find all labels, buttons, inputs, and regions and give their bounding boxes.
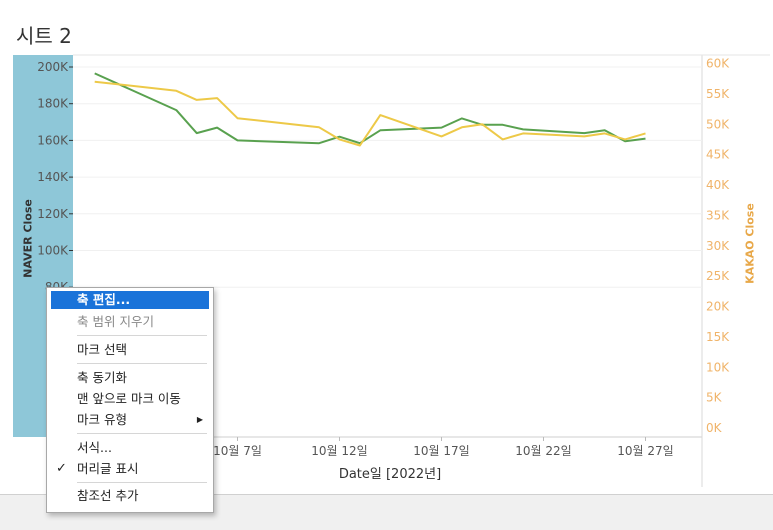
menu-separator xyxy=(77,335,207,336)
menu-item-select-marks[interactable]: 마크 선택 xyxy=(51,341,209,359)
menu-separator xyxy=(77,482,207,483)
y-left-tick-label: 180K xyxy=(37,97,69,111)
y-right-tick-label: 25K xyxy=(706,269,730,283)
menu-item-label: 마크 선택 xyxy=(77,342,127,357)
y-right-tick-label: 50K xyxy=(706,117,730,131)
context-menu: 축 편집... 축 범위 지우기 마크 선택 축 동기화 맨 앞으로 마크 이동… xyxy=(46,287,214,513)
menu-item-move-marks-to-front[interactable]: 맨 앞으로 마크 이동 xyxy=(51,390,209,408)
menu-item-edit-axis[interactable]: 축 편집... xyxy=(51,291,209,309)
y-right-tick-label: 45K xyxy=(706,148,730,162)
series-line-naver xyxy=(94,72,646,145)
checkmark-icon: ✓ xyxy=(56,461,67,476)
menu-item-label: 머리글 표시 xyxy=(77,461,139,476)
sheet-title: 시트 2 xyxy=(16,24,72,48)
menu-separator xyxy=(77,363,207,364)
y-right-tick-label: 30K xyxy=(706,239,730,253)
y-right-tick-label: 10K xyxy=(706,360,730,374)
x-tick-label: 10월 12일 xyxy=(311,444,367,458)
y-right-tick-label: 40K xyxy=(706,178,730,192)
x-tick-label: 10월 17일 xyxy=(413,444,469,458)
y-right-tick-label: 15K xyxy=(706,330,730,344)
menu-item-mark-type[interactable]: 마크 유형 ▶ xyxy=(51,411,209,429)
menu-item-show-header[interactable]: ✓ 머리글 표시 xyxy=(51,460,209,478)
menu-item-label: 축 동기화 xyxy=(77,370,127,385)
menu-item-label: 서식... xyxy=(77,440,112,455)
submenu-arrow-icon: ▶ xyxy=(196,415,203,424)
menu-item-add-reference-line[interactable]: 참조선 추가 xyxy=(51,487,209,505)
y-right-tick-label: 35K xyxy=(706,208,730,222)
menu-separator xyxy=(77,433,207,434)
y-left-tick-label: 120K xyxy=(37,207,69,221)
menu-item-label: 축 편집... xyxy=(77,292,131,307)
y-right-tick-label: 20K xyxy=(706,300,730,314)
y-right-tick-label: 55K xyxy=(706,87,730,101)
menu-item-clear-axis-range[interactable]: 축 범위 지우기 xyxy=(51,313,209,331)
y-right-tick-label: 0K xyxy=(706,421,723,435)
menu-item-synchronize-axis[interactable]: 축 동기화 xyxy=(51,369,209,387)
menu-item-format[interactable]: 서식... xyxy=(51,439,209,457)
y-right-tick-label: 60K xyxy=(706,57,730,71)
y-right-tick-label: 5K xyxy=(706,391,723,405)
y-left-tick-label: 140K xyxy=(37,170,69,184)
x-tick-label: 10월 22일 xyxy=(515,444,571,458)
y-left-tick-label: 100K xyxy=(37,244,69,258)
y-left-tick-label: 160K xyxy=(37,133,69,147)
menu-item-label: 마크 유형 xyxy=(77,412,127,427)
y-left-tick-label: 200K xyxy=(37,60,69,74)
menu-item-label: 참조선 추가 xyxy=(77,488,139,503)
menu-item-label: 축 범위 지우기 xyxy=(77,314,154,329)
x-axis-title[interactable]: Date일 [2022년] xyxy=(338,467,442,482)
x-tick-label: 10월 27일 xyxy=(617,444,673,458)
x-tick-label: 10월 7일 xyxy=(213,444,262,458)
menu-item-label: 맨 앞으로 마크 이동 xyxy=(77,391,181,406)
series-line-kakao xyxy=(94,80,646,147)
